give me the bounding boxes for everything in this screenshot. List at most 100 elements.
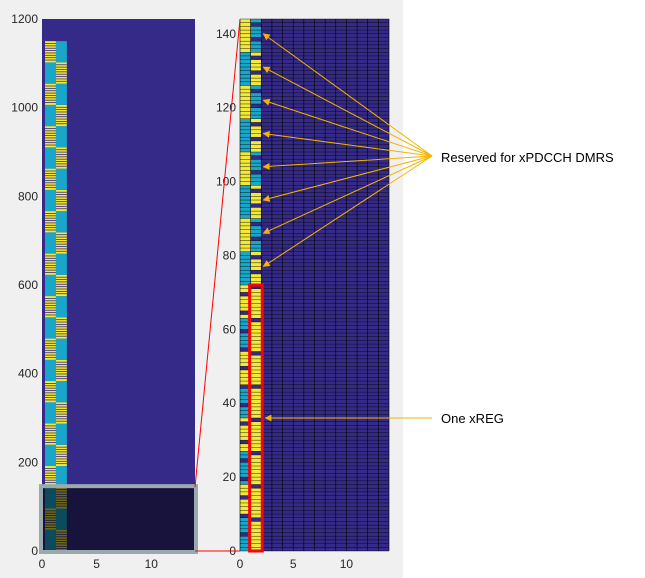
zoomed-cell bbox=[250, 499, 262, 503]
overview-pattern-block bbox=[45, 338, 56, 360]
zoomed-cell bbox=[240, 259, 251, 263]
zoomed-cell bbox=[240, 266, 251, 271]
zoomed-x-tick-label: 5 bbox=[290, 557, 297, 571]
zoomed-cell bbox=[250, 229, 262, 234]
zoomed-cell bbox=[240, 26, 251, 31]
zoomed-cell bbox=[250, 399, 262, 404]
zoomed-cell bbox=[250, 536, 262, 540]
zoomed-cell bbox=[250, 273, 262, 278]
zoomed-cell bbox=[250, 107, 262, 112]
zoomed-cell bbox=[240, 44, 251, 49]
zoomed-cell bbox=[240, 458, 251, 463]
zoomed-cell bbox=[240, 177, 251, 182]
zoomed-cell bbox=[250, 521, 262, 526]
zoomed-cell bbox=[250, 133, 262, 138]
zoomed-cell bbox=[250, 122, 262, 127]
overview-pattern-block bbox=[45, 104, 56, 127]
overview-pattern-block bbox=[45, 147, 56, 169]
zoomed-cell bbox=[250, 480, 262, 485]
overview-pattern-block bbox=[45, 189, 56, 212]
zoomed-cell bbox=[240, 181, 251, 186]
zoomed-cell bbox=[250, 33, 262, 38]
zoomed-cell bbox=[240, 74, 251, 79]
zoomed-y-tick-label: 60 bbox=[223, 322, 237, 336]
zoomed-cell bbox=[250, 318, 262, 322]
zoomed-cell bbox=[250, 539, 262, 544]
overview-pattern-block bbox=[55, 338, 67, 360]
zoomed-cell bbox=[240, 185, 251, 189]
zoomed-cell bbox=[250, 85, 262, 90]
zoomed-cell bbox=[250, 137, 262, 141]
zoomed-cell bbox=[240, 440, 251, 444]
zoomed-cell bbox=[250, 22, 262, 27]
zoomed-cell bbox=[250, 469, 262, 474]
zoomed-cell bbox=[240, 100, 251, 104]
zoomed-cell bbox=[240, 388, 251, 393]
zoomed-cell bbox=[250, 525, 262, 529]
zoomed-cell bbox=[250, 163, 262, 167]
zoomed-cell bbox=[240, 358, 251, 363]
zoomed-cell bbox=[250, 140, 262, 145]
zoomed-cell bbox=[240, 214, 251, 219]
zoomed-y-tick-label: 20 bbox=[223, 470, 237, 484]
zoomed-cell bbox=[240, 443, 251, 448]
zoomed-cell bbox=[250, 314, 262, 319]
zoomed-cell bbox=[240, 303, 251, 308]
zoomed-cell bbox=[250, 425, 262, 430]
zoomed-cell bbox=[240, 277, 251, 282]
zoomed-cell bbox=[240, 369, 251, 374]
zoomed-cell bbox=[240, 366, 251, 370]
zoomed-cell bbox=[240, 469, 251, 474]
zoomed-cell bbox=[250, 67, 262, 71]
overview-pattern-block bbox=[55, 62, 67, 84]
zoomed-cell bbox=[240, 517, 251, 522]
overview-grid-area bbox=[42, 19, 195, 551]
zoomed-cell bbox=[250, 48, 262, 53]
zoomed-cell bbox=[240, 336, 251, 341]
zoomed-cell bbox=[240, 218, 251, 223]
zoomed-cell bbox=[240, 211, 251, 215]
zoomed-cell bbox=[240, 152, 251, 156]
zoomed-cell bbox=[250, 321, 262, 326]
overview-x-tick-label: 5 bbox=[93, 557, 100, 571]
overview-pattern-block bbox=[55, 423, 67, 445]
zoomed-cell bbox=[240, 506, 251, 511]
zoomed-y-tick-label: 100 bbox=[216, 175, 236, 189]
zoomed-cell bbox=[250, 214, 262, 219]
zoomed-cell bbox=[240, 129, 251, 134]
overview-y-tick-label: 600 bbox=[18, 278, 38, 292]
zoomed-cell bbox=[250, 251, 262, 256]
zoomed-cell bbox=[250, 495, 262, 500]
zoomed-cell bbox=[250, 395, 262, 400]
overview-pattern-block bbox=[55, 359, 67, 382]
zoomed-cell bbox=[250, 222, 262, 226]
overview-y-tick-label: 1000 bbox=[11, 101, 38, 115]
overview-pattern-block bbox=[45, 126, 56, 148]
zoomed-cell bbox=[240, 251, 251, 256]
zoomed-cell bbox=[240, 281, 251, 285]
overview-y-tick-label: 800 bbox=[18, 189, 38, 203]
zoomed-cell bbox=[240, 207, 251, 212]
zoomed-cell bbox=[240, 96, 251, 101]
zoomed-cell bbox=[240, 399, 251, 404]
zoomed-cell bbox=[250, 403, 262, 407]
zoomed-cell bbox=[240, 510, 251, 515]
zoomed-cell bbox=[250, 377, 262, 382]
zoomed-cell bbox=[250, 78, 262, 82]
overview-pattern-block bbox=[55, 168, 67, 190]
dmrs-arrow bbox=[262, 33, 433, 157]
zoomed-cell bbox=[240, 196, 251, 201]
zoomed-cell bbox=[240, 447, 251, 452]
zoomed-cell bbox=[250, 196, 262, 201]
zoomed-cell bbox=[250, 410, 262, 415]
zoomed-cell bbox=[240, 333, 251, 337]
zoomed-cell bbox=[250, 118, 262, 123]
zoomed-cell bbox=[240, 203, 251, 208]
zoomed-cell bbox=[240, 41, 251, 45]
zoomed-cell bbox=[240, 539, 251, 544]
zoomed-cell bbox=[240, 166, 251, 171]
xreg-annotation-label: One xREG bbox=[441, 411, 504, 426]
xreg-highlight-box bbox=[248, 283, 264, 553]
zoomed-cell bbox=[240, 188, 251, 193]
zoomed-cell bbox=[240, 325, 251, 330]
